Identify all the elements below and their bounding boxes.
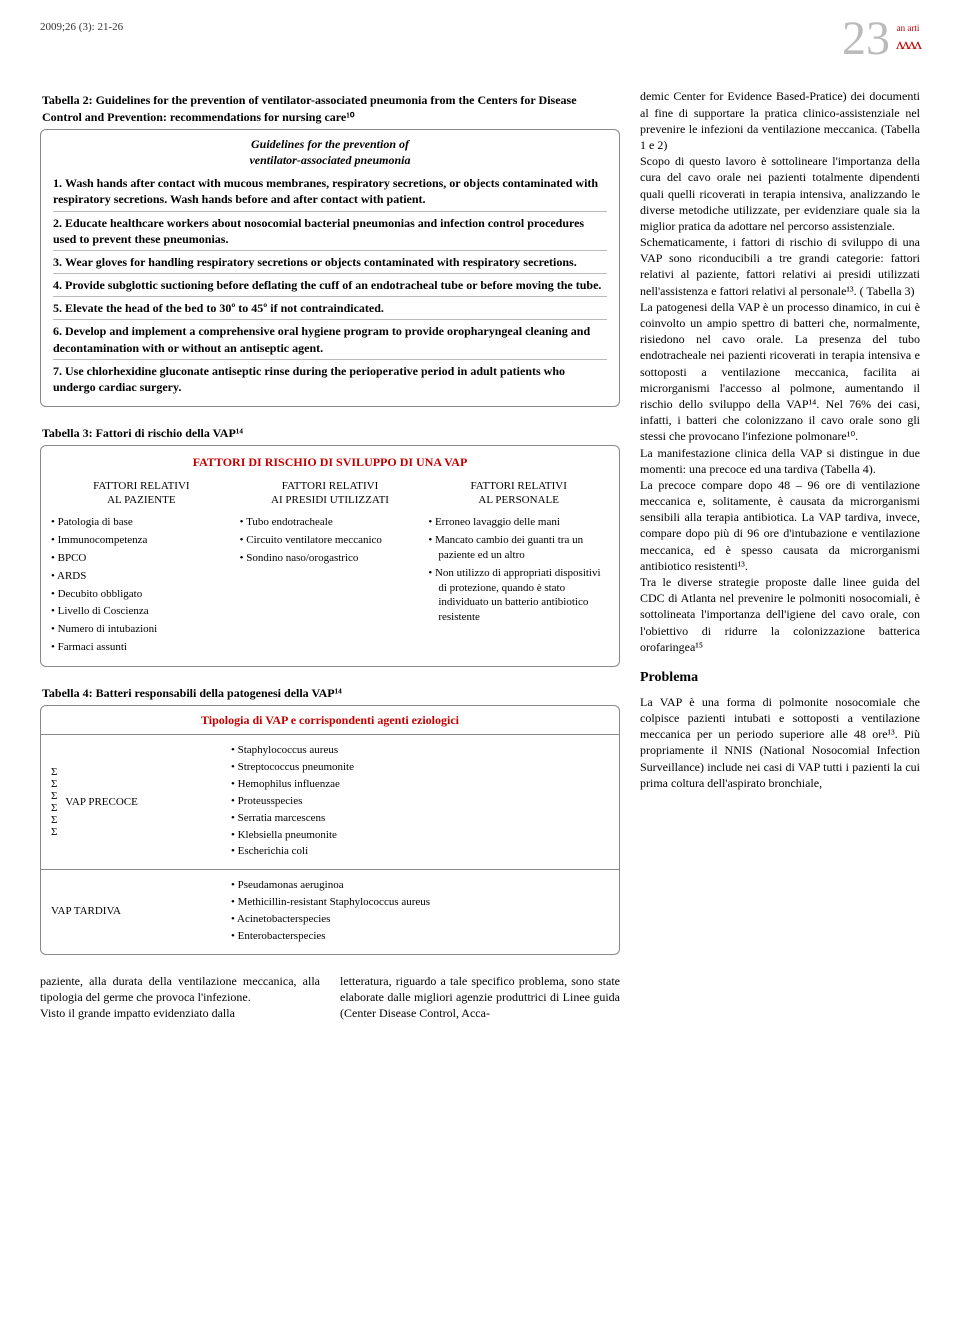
page-number: 23 [842, 20, 890, 58]
table2-row-text: Elevate the head of the bed to 30º to 45… [65, 301, 384, 315]
table3-column-header: FATTORI RELATIVIAI PRESIDI UTILIZZATI [240, 479, 421, 508]
table2: Guidelines for the prevention of ventila… [40, 129, 620, 407]
table4-item: Streptococcus pneumonite [231, 760, 609, 775]
header-right: 23 an arti ʌʌʌʌ [842, 20, 920, 58]
table4-item: Klebsiella pneumonite [231, 828, 609, 843]
sigma-icon: ΣΣΣΣΣΣ [51, 766, 57, 839]
table4-row: ΣΣΣΣΣΣVAP PRECOCEStaphylococcus aureusSt… [41, 735, 619, 870]
table2-row-number: 1. [53, 176, 62, 190]
table3-item: Mancato cambio dei guanti tra un pazient… [428, 533, 609, 563]
table4-item: Acinetobacterspecies [231, 912, 609, 927]
table3-item: Livello di Coscienza [51, 604, 232, 619]
table3-column-header: FATTORI RELATIVIAL PAZIENTE [51, 479, 232, 508]
table4-item: Proteusspecies [231, 794, 609, 809]
table3-item: Immunocompetenza [51, 533, 232, 548]
table2-row: 1.Wash hands after contact with mucous m… [53, 172, 607, 211]
table2-row-text: Educate healthcare workers about nosocom… [53, 216, 584, 246]
table2-row-text: Wash hands after contact with mucous mem… [53, 176, 598, 206]
table2-row: 4.Provide subglottic suctioning before d… [53, 274, 607, 297]
table2-row-text: Develop and implement a comprehensive or… [53, 324, 590, 354]
right-p4: La patogenesi della VAP è un processo di… [640, 299, 920, 445]
table3-item: Patologia di base [51, 515, 232, 530]
right-p2: Scopo di questo lavoro è sottolineare l'… [640, 153, 920, 234]
table2-row: 2.Educate healthcare workers about nosoc… [53, 212, 607, 251]
right-column: demic Center for Evidence Based-Pratice)… [640, 88, 920, 1021]
table2-row: 5.Elevate the head of the bed to 30º to … [53, 297, 607, 320]
table2-row: 7.Use chlorhexidine gluconate antiseptic… [53, 360, 607, 398]
bottom-col2: letteratura, riguardo a tale specifico p… [340, 973, 620, 1022]
right-p1: demic Center for Evidence Based-Pratice)… [640, 88, 920, 153]
right-p7: Tra le diverse strategie proposte dalle … [640, 574, 920, 655]
table2-row-number: 7. [53, 364, 62, 378]
table3-item: Circuito ventilatore meccanico [240, 533, 421, 548]
table2-row-number: 4. [53, 278, 62, 292]
journal-logo: an arti ʌʌʌʌ [896, 22, 920, 56]
table3-title: Tabella 3: Fattori di rischio della VAP¹… [40, 425, 620, 441]
table3-item-list: Patologia di base Immunocompetenza BPCO ARD… [51, 515, 232, 655]
table3-item: Non utilizzo di appropriati dispositivi … [428, 566, 609, 625]
table2-row-text: Provide subglottic suctioning before def… [65, 278, 601, 292]
table2-row-number: 6. [53, 324, 62, 338]
issue-label: 2009;26 (3): 21-26 [40, 20, 123, 35]
table3-column: FATTORI RELATIVIAL PERSONALE Erroneo lava… [428, 479, 609, 658]
table3-column-header: FATTORI RELATIVIAL PERSONALE [428, 479, 609, 508]
main-columns: Tabella 2: Guidelines for the prevention… [40, 88, 920, 1021]
table3-item: ARDS [51, 569, 232, 584]
table4-item: Enterobacterspecies [231, 929, 609, 944]
table3-column: FATTORI RELATIVIAI PRESIDI UTILIZZATI Tub… [240, 479, 421, 658]
table2-row: 3.Wear gloves for handling respiratory s… [53, 251, 607, 274]
bottom-col1: paziente, alla durata della ventilazione… [40, 973, 320, 1022]
table2-row-number: 3. [53, 255, 62, 269]
table3-item: Farmaci assunti [51, 640, 232, 655]
table2-row: 6.Develop and implement a comprehensive … [53, 320, 607, 359]
right-p8: La VAP è una forma di polmonite nosocomi… [640, 694, 920, 791]
table4-item: Methicillin-resistant Staphylococcus aur… [231, 895, 609, 910]
page-header: 2009;26 (3): 21-26 23 an arti ʌʌʌʌ [40, 20, 920, 58]
table3-column: FATTORI RELATIVIAL PAZIENTE Patologia di … [51, 479, 232, 658]
table3-item: Sondino naso/orogastrico [240, 551, 421, 566]
table2-heading: Guidelines for the prevention of ventila… [53, 136, 607, 168]
table4-row-label-cell: VAP TARDIVA [41, 870, 221, 953]
table3-item: Tubo endotracheale [240, 515, 421, 530]
table2-row-number: 2. [53, 216, 62, 230]
table4-title: Tabella 4: Batteri responsabili della pa… [40, 685, 620, 701]
table4-row-items-cell: Pseudamonas aeruginoa Methicillin-resista… [221, 870, 619, 953]
table4-item: Staphylococcus aureus [231, 743, 609, 758]
table3-item-list: Erroneo lavaggio delle mani Mancato cambi… [428, 515, 609, 625]
table4-row-label: VAP TARDIVA [51, 904, 121, 919]
bottom-text-columns: paziente, alla durata della ventilazione… [40, 973, 620, 1022]
table3-item: Numero di intubazioni [51, 622, 232, 637]
table4-item: Hemophilus influenzae [231, 777, 609, 792]
table3-item: BPCO [51, 551, 232, 566]
table3: FATTORI DI RISCHIO DI SVILUPPO DI UNA VA… [40, 445, 620, 667]
right-p5: La manifestazione clinica della VAP si d… [640, 445, 920, 477]
logo-text: an arti [897, 22, 920, 34]
problema-heading: Problema [640, 669, 920, 688]
right-p3: Schematicamente, i fattori di rischio di… [640, 234, 920, 299]
table4-row: VAP TARDIVA Pseudamonas aeruginoa Methicil… [41, 870, 619, 953]
table4-row-items-cell: Staphylococcus aureus Streptococcus pneum… [221, 735, 619, 869]
table4-item: Pseudamonas aeruginoa [231, 878, 609, 893]
table4-row-label-cell: ΣΣΣΣΣΣ VAP PRECOCE [41, 735, 221, 869]
table4-heading: Tipologia di VAP e corrispondenti agenti… [41, 706, 619, 735]
logo-zigzag-icon: ʌʌʌʌ [896, 34, 920, 56]
table4-row-label: VAP PRECOCE [65, 795, 137, 810]
table2-title: Tabella 2: Guidelines for the prevention… [40, 92, 620, 124]
right-p6: La precoce compare dopo 48 – 96 ore di v… [640, 477, 920, 574]
table2-row-text: Use chlorhexidine gluconate antiseptic r… [53, 364, 565, 394]
table2-row-number: 5. [53, 301, 62, 315]
table3-item-list: Tubo endotracheale Circuito ventilatore m… [240, 515, 421, 566]
table4-item-list: Staphylococcus aureus Streptococcus pneum… [231, 743, 609, 859]
table3-item: Erroneo lavaggio delle mani [428, 515, 609, 530]
table4-item: Serratia marcescens [231, 811, 609, 826]
table3-item: Decubito obbligato [51, 587, 232, 602]
table4-item: Escherichia coli [231, 844, 609, 859]
table2-row-text: Wear gloves for handling respiratory sec… [65, 255, 577, 269]
table3-heading: FATTORI DI RISCHIO DI SVILUPPO DI UNA VA… [51, 454, 609, 470]
table4: Tipologia di VAP e corrispondenti agenti… [40, 705, 620, 954]
table4-item-list: Pseudamonas aeruginoa Methicillin-resista… [231, 878, 609, 943]
left-column: Tabella 2: Guidelines for the prevention… [40, 88, 620, 1021]
